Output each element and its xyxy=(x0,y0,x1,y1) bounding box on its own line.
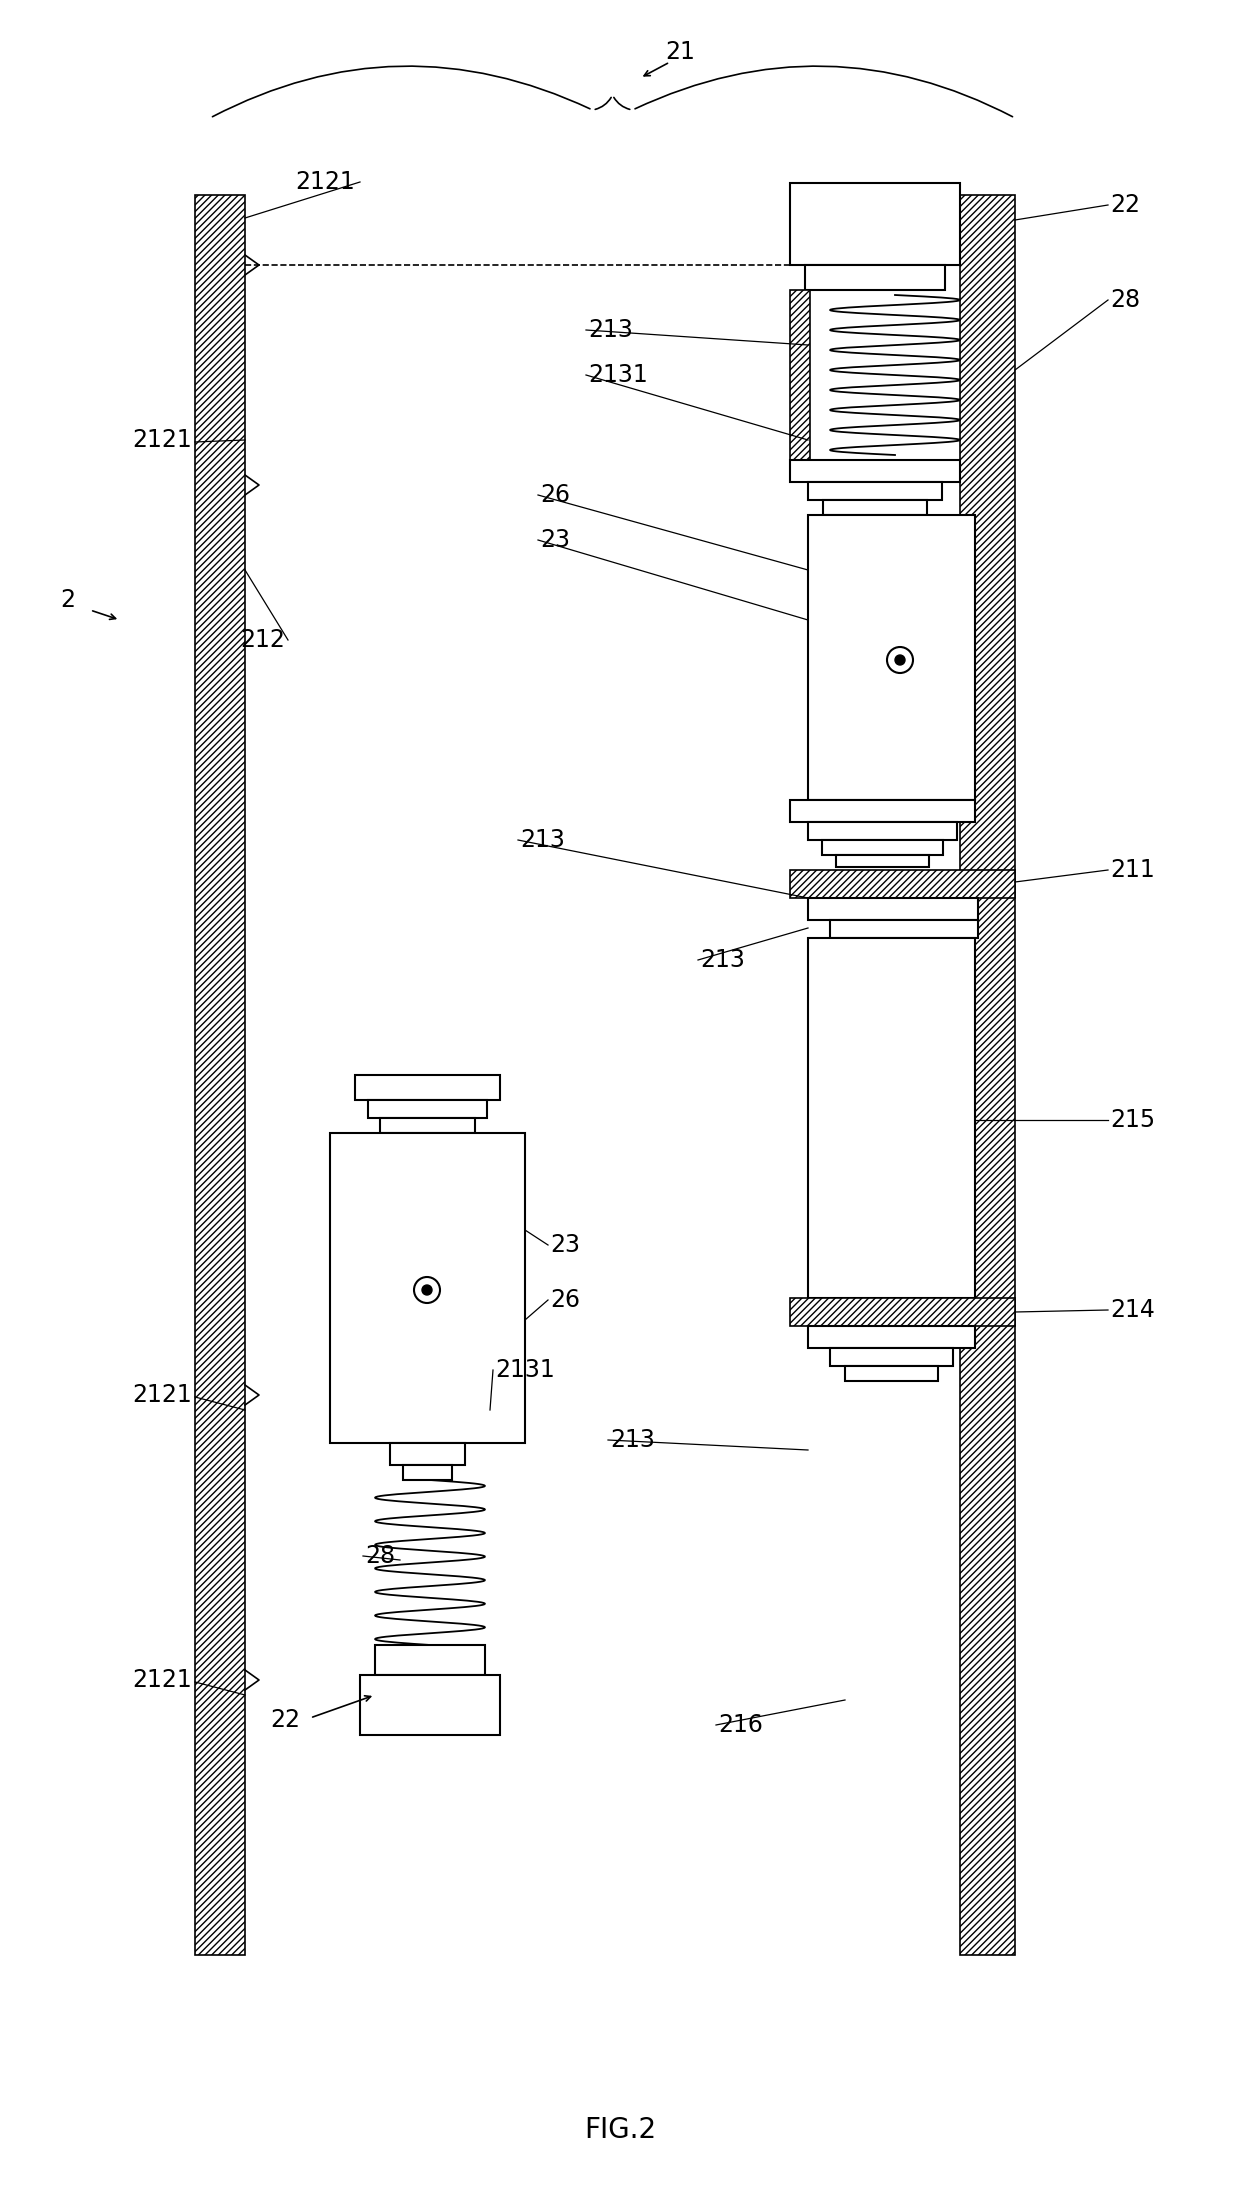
Text: 214: 214 xyxy=(1110,1298,1154,1322)
Text: 216: 216 xyxy=(718,1713,763,1737)
Bar xyxy=(391,1443,465,1465)
Circle shape xyxy=(895,654,905,665)
Text: 2121: 2121 xyxy=(295,169,355,193)
Text: 2121: 2121 xyxy=(133,428,192,452)
Text: 213: 213 xyxy=(701,949,745,973)
Bar xyxy=(836,854,929,867)
Text: 22: 22 xyxy=(270,1708,300,1733)
Bar xyxy=(805,266,945,290)
Text: 28: 28 xyxy=(1110,288,1140,312)
Bar xyxy=(808,1326,975,1348)
Bar xyxy=(823,501,928,516)
Bar xyxy=(830,920,978,938)
Text: FIG.2: FIG.2 xyxy=(584,2117,656,2143)
Bar xyxy=(360,1676,500,1735)
Bar xyxy=(403,1465,453,1480)
Bar xyxy=(830,1348,954,1366)
Text: 2131: 2131 xyxy=(588,362,647,386)
Bar xyxy=(790,459,960,481)
Bar xyxy=(808,898,978,920)
Text: 26: 26 xyxy=(539,483,570,507)
Text: 2131: 2131 xyxy=(495,1357,554,1381)
Text: 2121: 2121 xyxy=(133,1669,192,1691)
Bar xyxy=(808,938,975,1298)
Text: 211: 211 xyxy=(1110,859,1154,883)
Text: 212: 212 xyxy=(241,628,285,652)
Bar xyxy=(960,195,1016,1954)
Text: 213: 213 xyxy=(610,1427,655,1452)
Bar xyxy=(790,182,960,266)
Text: 23: 23 xyxy=(551,1232,580,1256)
Bar xyxy=(379,1118,475,1133)
Text: 213: 213 xyxy=(588,318,632,343)
Bar xyxy=(330,1133,525,1443)
Bar xyxy=(808,516,975,799)
Bar xyxy=(808,481,942,501)
Text: 28: 28 xyxy=(365,1544,396,1568)
Bar xyxy=(368,1100,487,1118)
Bar xyxy=(790,870,1016,898)
Bar xyxy=(790,290,810,459)
Bar xyxy=(195,195,246,1954)
Text: 2121: 2121 xyxy=(133,1383,192,1408)
Bar xyxy=(790,799,975,821)
Bar xyxy=(790,1298,1016,1326)
Text: 215: 215 xyxy=(1110,1109,1156,1131)
Text: 2: 2 xyxy=(61,589,76,613)
Text: 23: 23 xyxy=(539,527,570,551)
Text: 21: 21 xyxy=(665,40,694,64)
Text: 26: 26 xyxy=(551,1289,580,1311)
Text: 22: 22 xyxy=(1110,193,1140,217)
Bar xyxy=(355,1076,500,1100)
Circle shape xyxy=(422,1285,432,1296)
Text: 213: 213 xyxy=(520,828,565,852)
Bar xyxy=(822,841,942,854)
Bar xyxy=(374,1645,485,1676)
Bar xyxy=(808,821,957,841)
Bar xyxy=(844,1366,937,1381)
